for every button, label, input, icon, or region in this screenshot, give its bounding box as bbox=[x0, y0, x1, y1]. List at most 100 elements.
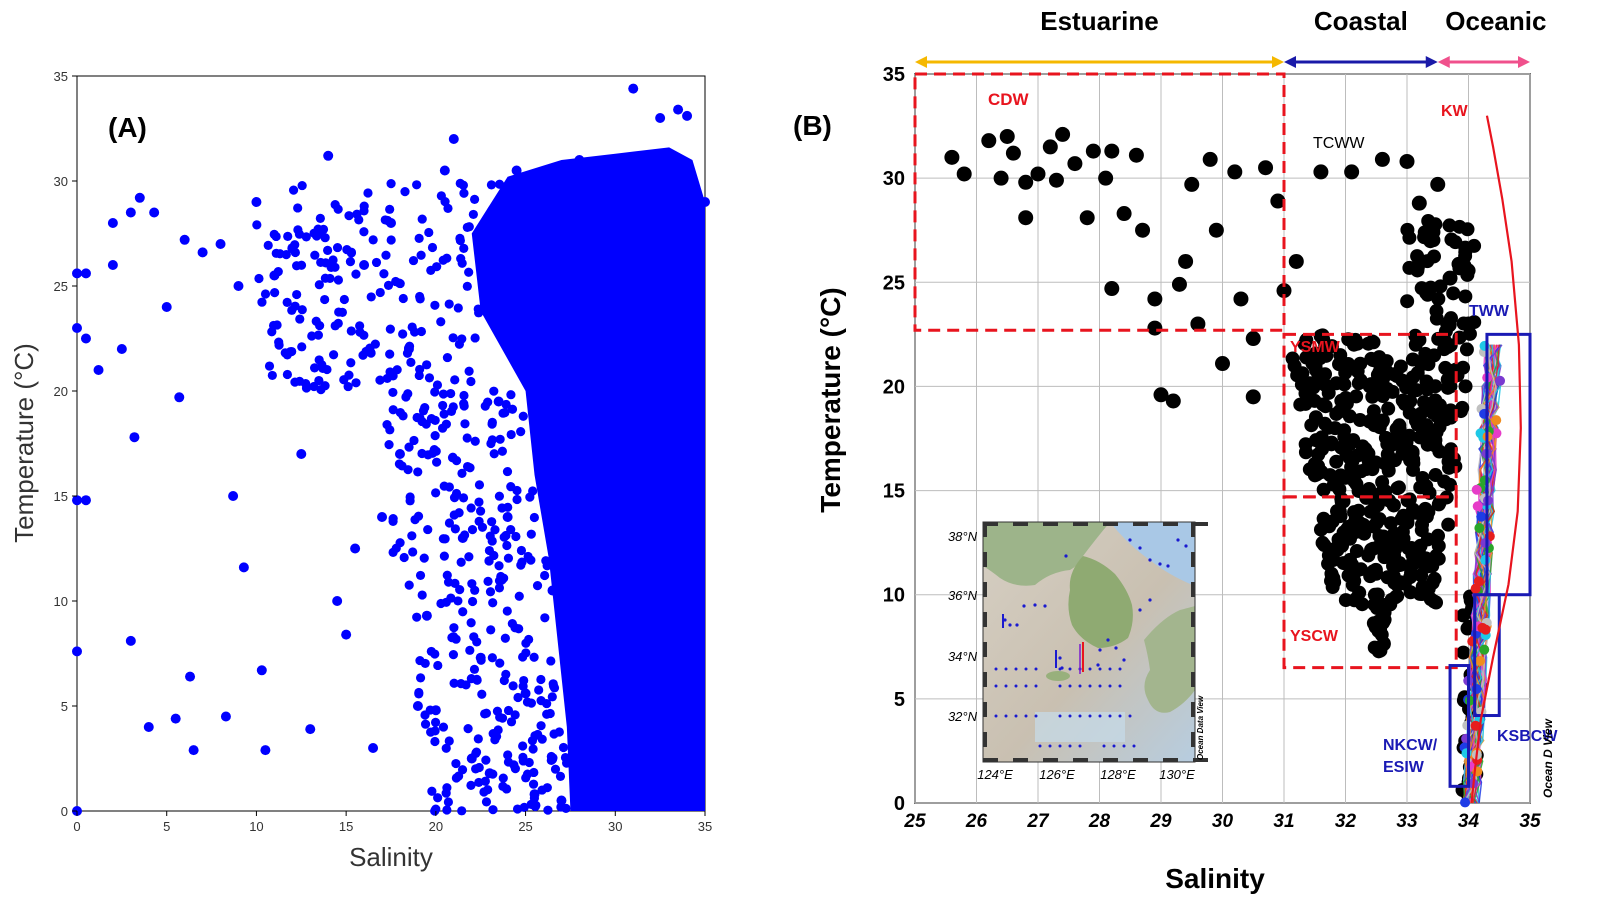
panel-a-point bbox=[520, 688, 531, 699]
panel-b-cluster-point bbox=[1302, 377, 1317, 392]
panel-b-cluster-point bbox=[1404, 565, 1419, 580]
panel-b-point bbox=[1442, 270, 1458, 286]
panel-a-point bbox=[555, 771, 566, 781]
range-arrow-head-left bbox=[1437, 56, 1450, 68]
panel-a-point bbox=[419, 553, 429, 563]
panel-b-point bbox=[1128, 147, 1144, 163]
panel-a-point bbox=[388, 547, 398, 557]
inset-japan bbox=[1144, 606, 1195, 713]
panel-a-point bbox=[459, 188, 469, 198]
panel-a-point bbox=[455, 584, 465, 595]
panel-b-cluster-point bbox=[1400, 515, 1415, 530]
panel-a-point bbox=[368, 235, 378, 245]
panel-a-point bbox=[384, 439, 394, 450]
oceanic-profile-marker bbox=[1471, 484, 1482, 495]
panel-b-point bbox=[1018, 174, 1034, 190]
panel-b-cluster-point bbox=[1390, 481, 1405, 496]
panel-a-point bbox=[499, 532, 509, 542]
panel-b-cluster-point bbox=[1429, 311, 1444, 326]
panel-a-point bbox=[307, 331, 317, 341]
panel-b-cluster-point bbox=[1318, 399, 1333, 414]
panel-a-point bbox=[295, 314, 305, 324]
panel-a-point bbox=[432, 262, 442, 272]
panel-a-x-axis-label: Salinity bbox=[349, 842, 433, 872]
panel-a-point bbox=[457, 806, 467, 816]
panel-b-point bbox=[1067, 156, 1083, 172]
panel-a-point bbox=[536, 674, 546, 685]
panel-b-cluster-point bbox=[1443, 403, 1458, 418]
panel-a-point bbox=[72, 646, 82, 657]
panel-b-x-tick-label: 32 bbox=[1335, 811, 1357, 832]
panel-a-point bbox=[460, 419, 470, 429]
panel-a-point bbox=[343, 381, 353, 392]
panel-a-point bbox=[479, 787, 489, 797]
panel-b-cluster-point bbox=[1383, 537, 1398, 552]
panel-a-point bbox=[556, 802, 566, 812]
panel-a-point bbox=[323, 245, 333, 255]
panel-a-point bbox=[474, 497, 484, 507]
panel-b-y-ticks: 0 5 10 15 20 25 30 35 bbox=[883, 64, 905, 815]
panel-b-cluster-point bbox=[1308, 346, 1323, 361]
panel-b-cluster-point bbox=[1308, 410, 1323, 425]
panel-a-point bbox=[542, 561, 552, 571]
panel-a-point bbox=[269, 229, 279, 239]
panel-a-y-axis-label: Temperature (°C) bbox=[9, 343, 39, 543]
panel-a-point bbox=[430, 736, 440, 747]
panel-a-point bbox=[72, 268, 82, 279]
panel-a-y-tick-label: 10 bbox=[54, 594, 68, 609]
panel-b-cluster-point bbox=[1314, 465, 1329, 480]
panel-b-cluster-point bbox=[1383, 516, 1398, 531]
range-arrow-head-left bbox=[915, 56, 927, 68]
panel-b-cluster-point bbox=[1371, 540, 1386, 555]
panel-a-point bbox=[529, 512, 539, 523]
inset-jeju bbox=[1046, 671, 1070, 681]
panel-a-point bbox=[470, 585, 480, 595]
inset-border-tick bbox=[1073, 758, 1088, 762]
panel-a-point bbox=[448, 650, 459, 660]
inset-border-tick bbox=[983, 612, 987, 627]
panel-b-point bbox=[1270, 193, 1286, 209]
panel-a-point bbox=[449, 623, 459, 633]
panel-a-point bbox=[537, 734, 547, 744]
panel-b-y-tick-label: 35 bbox=[883, 64, 905, 86]
panel-b-cluster-point bbox=[1321, 548, 1336, 563]
panel-a-point bbox=[502, 512, 513, 522]
panel-b-cluster-point bbox=[1458, 289, 1473, 304]
panel-b-cluster-point bbox=[1440, 380, 1455, 395]
panel-a-point bbox=[540, 570, 550, 581]
inset-station bbox=[1088, 667, 1092, 671]
panel-a-point bbox=[506, 717, 517, 727]
inset-station bbox=[1068, 744, 1072, 748]
panel-a-point bbox=[233, 281, 244, 291]
inset-lon-124: 124°E bbox=[977, 767, 1013, 782]
inset-station bbox=[1102, 744, 1106, 748]
panel-a-point bbox=[333, 275, 344, 285]
panel-a-point bbox=[495, 434, 505, 444]
panel-a-point bbox=[481, 797, 492, 807]
panel-a-point bbox=[309, 228, 319, 238]
panel-a-point bbox=[415, 294, 425, 304]
panel-a-x-tick-label: 25 bbox=[518, 819, 532, 834]
panel-a-point bbox=[366, 348, 376, 358]
panel-a-point bbox=[473, 734, 483, 744]
panel-a-point bbox=[314, 280, 324, 290]
panel-a-y-ticks: 0 5 10 15 20 25 30 35 bbox=[54, 69, 77, 819]
panel-a-point bbox=[416, 326, 427, 337]
inset-station bbox=[1184, 544, 1188, 548]
panel-b-cluster-point bbox=[1397, 576, 1412, 591]
panel-a-point bbox=[488, 805, 498, 815]
panel-a-point bbox=[501, 784, 512, 794]
panel-a-point bbox=[502, 540, 512, 551]
panel-a-point bbox=[464, 552, 474, 562]
panel-b-point bbox=[1202, 151, 1218, 167]
label-esiw: ESIW bbox=[1383, 759, 1425, 776]
panel-b-point bbox=[1005, 145, 1021, 161]
panel-a-y-tick-label: 25 bbox=[54, 279, 68, 294]
panel-b-cluster-point bbox=[1293, 397, 1308, 412]
panel-a-point bbox=[451, 456, 462, 466]
panel-b-cluster-point bbox=[1381, 401, 1396, 416]
panel-a-point bbox=[458, 493, 469, 503]
panel-a-point bbox=[417, 448, 427, 459]
inset-station bbox=[1014, 667, 1018, 671]
panel-a-point bbox=[475, 506, 486, 516]
